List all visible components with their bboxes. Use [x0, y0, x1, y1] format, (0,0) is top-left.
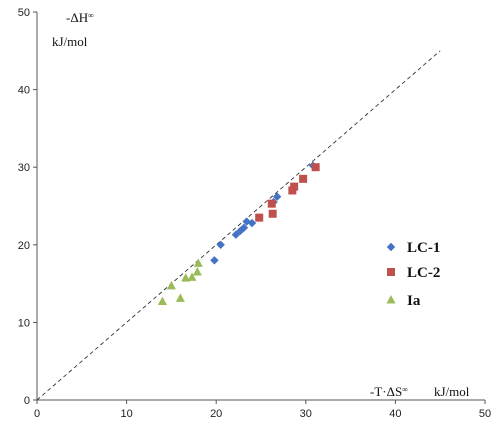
data-point-lc-2 — [299, 174, 308, 183]
data-point-lc-1 — [236, 226, 245, 236]
legend-marker-lc-1 — [386, 242, 396, 252]
data-point-ia — [175, 293, 185, 302]
data-point-lc-2 — [268, 209, 277, 218]
data-points — [157, 161, 320, 305]
y-tick-label: 0 — [24, 395, 30, 407]
legend-marker-ia — [386, 295, 396, 304]
data-point-lc-1 — [210, 256, 219, 265]
legend: LC-1 LC-2 Ia — [386, 240, 440, 309]
x-tick-label: 10 — [120, 408, 132, 420]
data-point-lc-1 — [216, 240, 225, 249]
legend-marker-lc-2 — [387, 268, 395, 276]
x-tick-label: 50 — [479, 408, 491, 420]
legend-label-lc-1: LC-1 — [407, 240, 440, 256]
data-point-ia — [166, 280, 176, 290]
data-point-lc-1 — [272, 192, 282, 201]
data-point-lc-1 — [239, 223, 249, 232]
data-point-lc-2 — [255, 213, 264, 222]
data-point-ia — [193, 258, 203, 267]
y-tick-label: 30 — [18, 162, 30, 174]
data-point-ia — [192, 266, 202, 276]
data-point-ia — [187, 272, 197, 281]
data-point-ia — [157, 296, 167, 305]
y-tick-label: 20 — [18, 240, 30, 252]
x-tick-label: 40 — [389, 408, 401, 420]
tick-layer: 0 10 20 30 40 50 0 10 20 30 40 50 — [18, 7, 491, 420]
data-point-ia — [181, 273, 191, 282]
data-point-lc-2 — [267, 199, 276, 208]
y-tick-label: 50 — [18, 7, 30, 19]
x-tick-label: 30 — [300, 408, 312, 420]
x-axis-unit: kJ/mol — [434, 384, 470, 399]
legend-label-ia: Ia — [407, 293, 421, 309]
data-point-lc-2 — [311, 163, 320, 172]
reference-dashed-line — [36, 50, 441, 401]
x-axis-title: -T·ΔS∞ — [370, 384, 408, 399]
data-point-lc-2 — [290, 182, 299, 191]
y-tick-label: 10 — [18, 317, 30, 329]
x-tick-label: 20 — [210, 408, 222, 420]
x-tick-label: 0 — [34, 408, 40, 420]
legend-label-lc-2: LC-2 — [407, 265, 440, 281]
data-point-lc-1 — [247, 218, 257, 228]
y-axis-title: -ΔH∞ — [66, 10, 94, 25]
y-tick-label: 40 — [18, 85, 30, 97]
y-axis-unit: kJ/mol — [52, 34, 88, 49]
